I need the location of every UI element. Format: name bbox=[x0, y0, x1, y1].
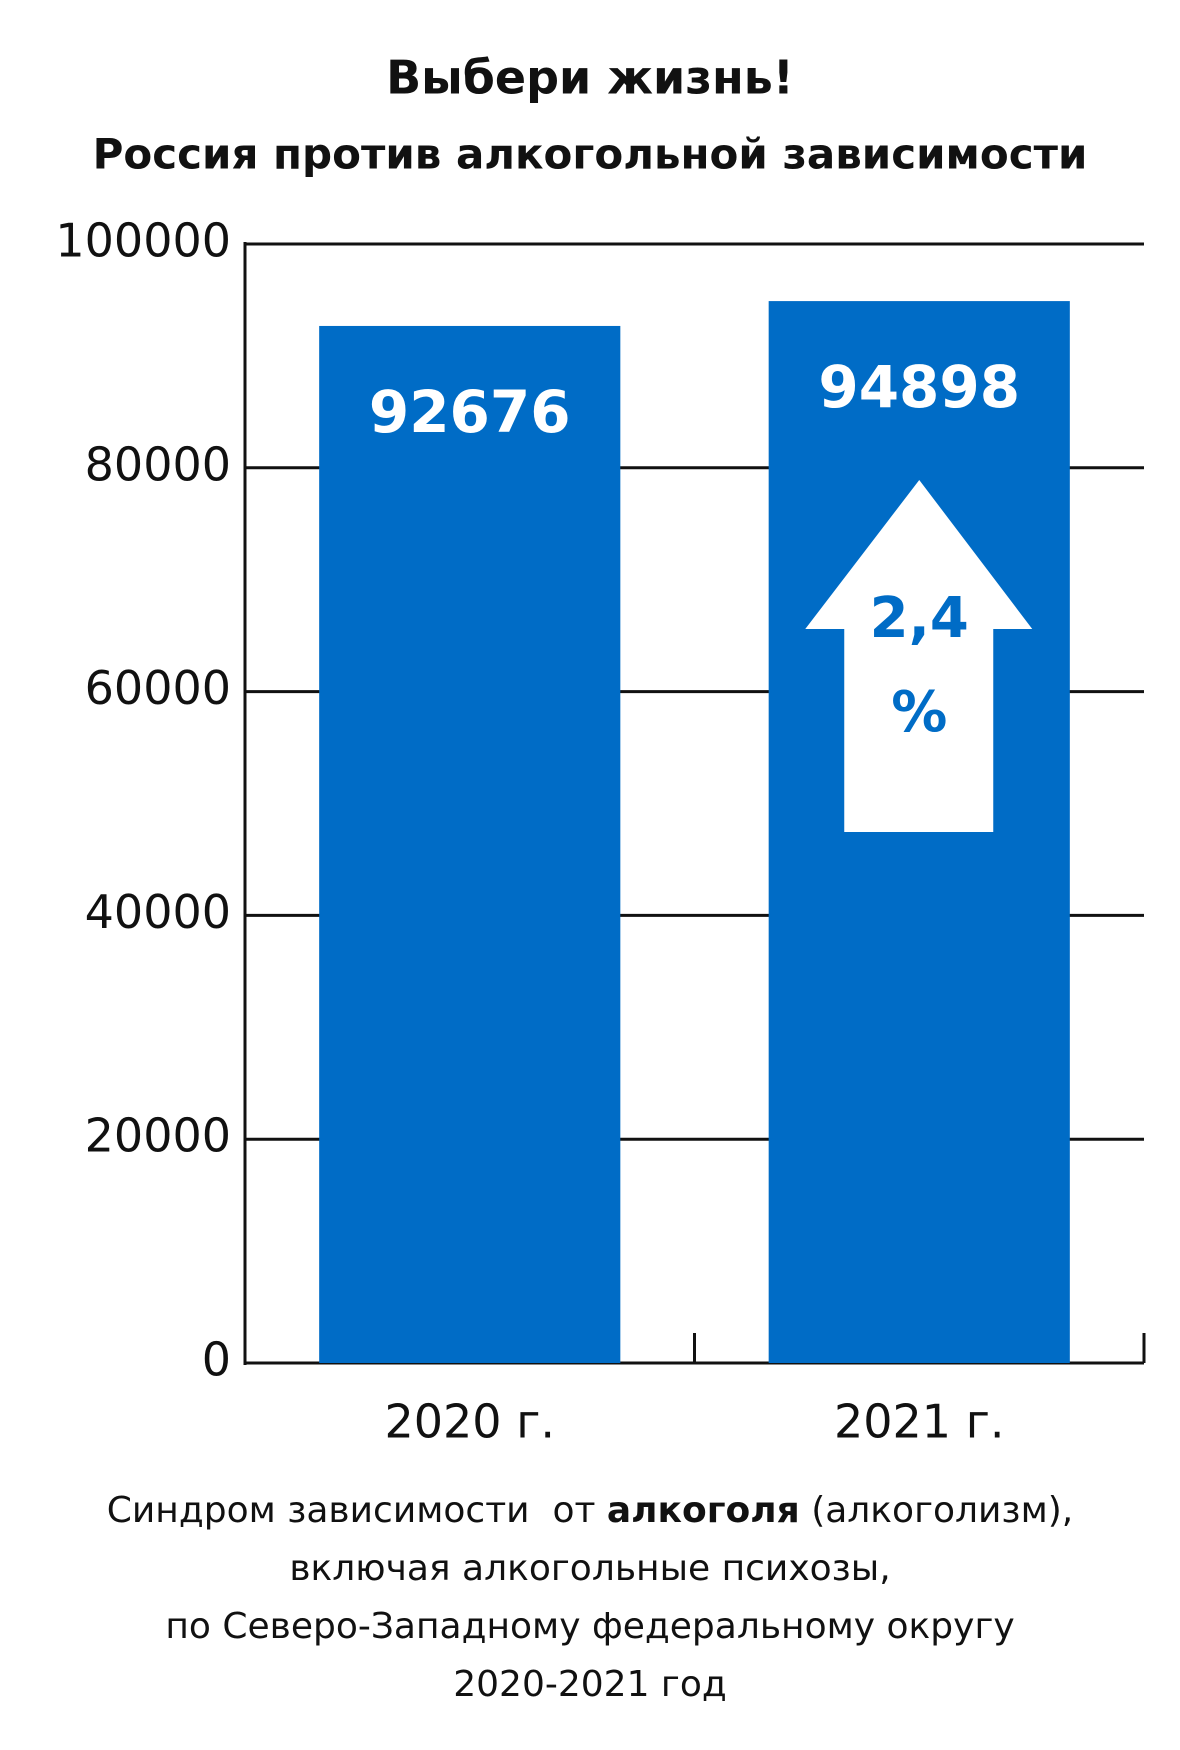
footnote-part: 2020-2021 год bbox=[453, 1664, 727, 1705]
y-tick-label: 0 bbox=[202, 1333, 231, 1387]
y-tick-label: 100000 bbox=[55, 214, 231, 268]
footnote-line: по Северо-Западному федеральному округу bbox=[165, 1606, 1014, 1647]
footnote-part: Синдром зависимости от bbox=[107, 1490, 607, 1531]
y-tick-label: 40000 bbox=[85, 885, 231, 939]
data-label: 94898 bbox=[818, 353, 1020, 421]
data-label: 92676 bbox=[369, 378, 571, 446]
x-tick-label: 2020 г. bbox=[385, 1395, 555, 1449]
y-tick-label: 60000 bbox=[85, 661, 231, 715]
bar bbox=[768, 301, 1070, 1364]
chart-title: Выбери жизнь! bbox=[386, 51, 794, 105]
footnote-line: включая алкогольные психозы, bbox=[289, 1548, 890, 1589]
footnote-part: включая алкогольные психозы, bbox=[289, 1548, 890, 1589]
y-tick-label: 20000 bbox=[85, 1109, 231, 1163]
annotation: 2,4 bbox=[870, 586, 969, 651]
y-tick-label: 80000 bbox=[85, 437, 231, 491]
footnote-part: по Северо-Западному федеральному округу bbox=[165, 1606, 1014, 1647]
footnote-part: алкоголя bbox=[607, 1490, 800, 1531]
chart-subtitle: Россия против алкогольной зависимости bbox=[93, 130, 1088, 179]
annotation: % bbox=[891, 680, 947, 745]
bar bbox=[319, 325, 621, 1363]
growth-arrow bbox=[805, 480, 1033, 832]
x-tick-label: 2021 г. bbox=[834, 1395, 1004, 1449]
footnote-line: 2020-2021 год bbox=[453, 1664, 727, 1705]
footnote-part: (алкоголизм), bbox=[800, 1490, 1073, 1531]
footnote-line: Синдром зависимости от алкоголя (алкогол… bbox=[107, 1490, 1073, 1531]
